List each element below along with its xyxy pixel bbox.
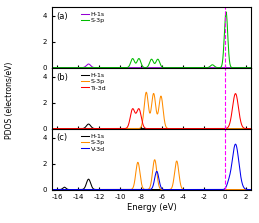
H-1s bbox=[168, 127, 171, 130]
H-1s bbox=[87, 123, 90, 125]
Line: Ti-3d: Ti-3d bbox=[52, 94, 251, 129]
S-3p bbox=[136, 162, 139, 165]
S-3p bbox=[153, 158, 156, 161]
Line: S-3p: S-3p bbox=[52, 160, 251, 190]
S-3p bbox=[134, 127, 137, 130]
Line: S-3p: S-3p bbox=[52, 12, 251, 68]
H-1s bbox=[145, 66, 148, 69]
S-3p bbox=[244, 66, 247, 69]
S-3p bbox=[145, 66, 148, 69]
H-1s bbox=[244, 66, 247, 69]
H-1s bbox=[168, 66, 171, 69]
Line: V-3d: V-3d bbox=[52, 144, 251, 190]
V-3d bbox=[50, 188, 53, 191]
H-1s bbox=[250, 127, 253, 130]
Ti-3d bbox=[244, 127, 247, 130]
S-3p bbox=[234, 127, 237, 130]
H-1s bbox=[234, 127, 237, 130]
S-3p bbox=[250, 66, 253, 69]
Ti-3d bbox=[136, 110, 139, 113]
S-3p bbox=[50, 188, 53, 191]
H-1s bbox=[134, 188, 137, 191]
H-1s bbox=[50, 127, 53, 130]
H-1s bbox=[250, 66, 253, 69]
V-3d bbox=[145, 188, 148, 191]
S-3p bbox=[244, 188, 247, 191]
V-3d bbox=[244, 188, 247, 190]
Ti-3d bbox=[250, 127, 253, 130]
H-1s bbox=[234, 188, 237, 191]
S-3p bbox=[134, 62, 137, 64]
V-3d bbox=[234, 143, 237, 146]
S-3p bbox=[145, 188, 148, 191]
H-1s bbox=[87, 178, 90, 180]
S-3p bbox=[234, 188, 237, 191]
V-3d bbox=[136, 188, 139, 191]
Legend: H-1s, S-3p, Ti-3d: H-1s, S-3p, Ti-3d bbox=[79, 70, 109, 93]
H-1s bbox=[50, 66, 53, 69]
Line: H-1s: H-1s bbox=[52, 179, 251, 190]
S-3p bbox=[145, 91, 148, 93]
Line: H-1s: H-1s bbox=[52, 124, 251, 129]
Text: (a): (a) bbox=[56, 12, 67, 21]
Line: H-1s: H-1s bbox=[52, 64, 251, 68]
Text: PDOS (electrons/eV): PDOS (electrons/eV) bbox=[5, 62, 14, 139]
H-1s bbox=[145, 127, 148, 130]
H-1s bbox=[195, 127, 198, 130]
X-axis label: Energy (eV): Energy (eV) bbox=[127, 203, 176, 212]
H-1s bbox=[195, 188, 198, 191]
V-3d bbox=[234, 143, 237, 145]
S-3p bbox=[195, 127, 198, 130]
V-3d bbox=[195, 188, 198, 191]
H-1s bbox=[50, 188, 53, 191]
S-3p bbox=[195, 188, 198, 191]
Legend: H-1s, S-3p: H-1s, S-3p bbox=[79, 9, 107, 26]
H-1s bbox=[250, 188, 253, 191]
S-3p bbox=[136, 60, 139, 62]
S-3p bbox=[195, 66, 198, 69]
S-3p bbox=[50, 127, 53, 130]
Text: (c): (c) bbox=[56, 134, 67, 142]
V-3d bbox=[250, 188, 253, 191]
S-3p bbox=[250, 127, 253, 130]
H-1s bbox=[87, 63, 90, 65]
H-1s bbox=[134, 127, 137, 130]
H-1s bbox=[168, 188, 171, 191]
S-3p bbox=[50, 66, 53, 69]
H-1s bbox=[145, 188, 148, 191]
S-3p bbox=[225, 10, 228, 13]
H-1s bbox=[244, 188, 247, 191]
S-3p bbox=[136, 127, 139, 130]
S-3p bbox=[244, 127, 247, 130]
H-1s bbox=[134, 66, 137, 69]
H-1s bbox=[195, 66, 198, 69]
H-1s bbox=[136, 188, 139, 191]
Line: S-3p: S-3p bbox=[52, 92, 251, 129]
Ti-3d bbox=[50, 127, 53, 130]
S-3p bbox=[234, 66, 237, 69]
Ti-3d bbox=[195, 127, 198, 130]
V-3d bbox=[134, 188, 137, 191]
H-1s bbox=[136, 66, 139, 69]
Text: (b): (b) bbox=[56, 72, 68, 82]
Legend: H-1s, S-3p, V-3d: H-1s, S-3p, V-3d bbox=[79, 131, 107, 154]
Ti-3d bbox=[234, 92, 237, 95]
Ti-3d bbox=[234, 93, 237, 95]
S-3p bbox=[250, 188, 253, 191]
H-1s bbox=[244, 127, 247, 130]
S-3p bbox=[145, 91, 148, 94]
Ti-3d bbox=[134, 112, 137, 115]
Ti-3d bbox=[145, 127, 148, 130]
H-1s bbox=[234, 66, 237, 69]
H-1s bbox=[136, 127, 139, 130]
S-3p bbox=[134, 173, 137, 176]
